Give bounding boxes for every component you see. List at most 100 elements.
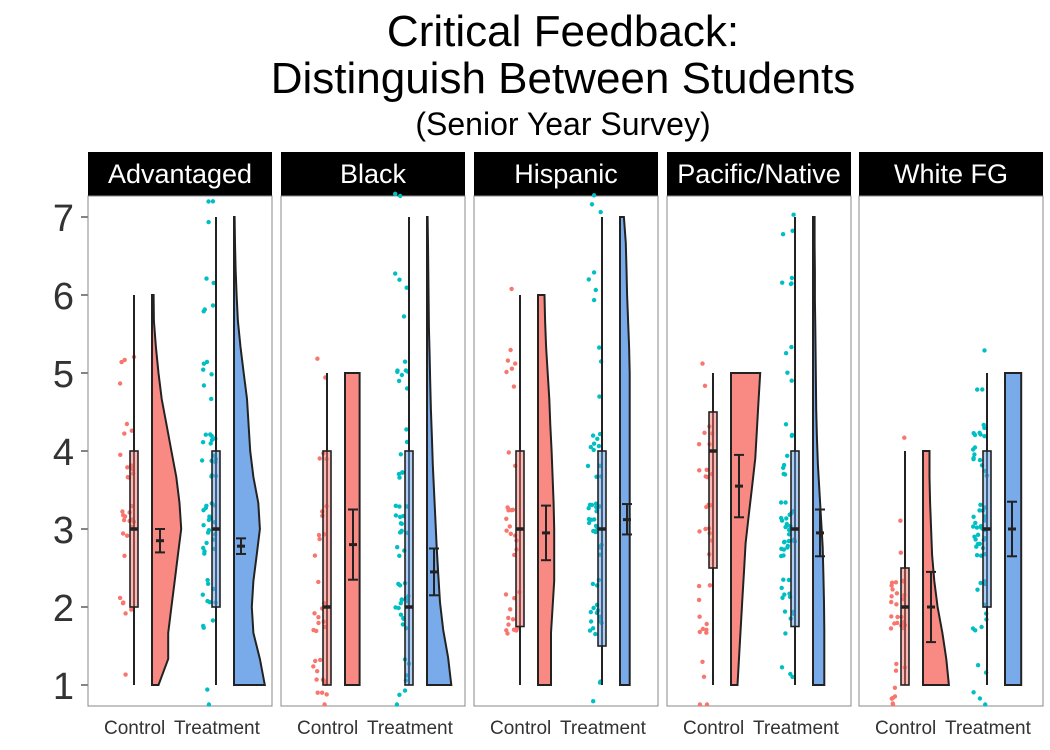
facet-strip-label: Pacific/Native xyxy=(677,159,841,189)
treatment-point xyxy=(586,520,592,526)
control-point xyxy=(315,356,320,361)
facet-strip-label: Advantaged xyxy=(108,159,252,189)
treatment-point xyxy=(393,513,399,518)
x-tick-label-control: Control xyxy=(104,718,165,739)
control-cloud xyxy=(922,450,951,686)
control-point xyxy=(129,607,134,612)
control-point xyxy=(508,531,513,536)
control-point xyxy=(124,421,130,427)
control-point xyxy=(129,428,134,433)
treatment-point xyxy=(971,455,976,461)
treatment-point xyxy=(783,631,788,636)
treatment-point xyxy=(982,425,987,431)
treatment-point xyxy=(982,348,987,353)
treatment-point xyxy=(971,431,976,436)
treatment-point xyxy=(975,587,980,592)
treatment-point xyxy=(779,665,785,670)
x-tick-label-treatment: Treatment xyxy=(945,718,1032,739)
treatment-point xyxy=(393,503,398,508)
treatment-point xyxy=(593,523,599,529)
control-point xyxy=(314,628,319,634)
treatment-point xyxy=(983,702,988,707)
control-point xyxy=(315,669,320,674)
treatment-point xyxy=(780,280,785,285)
control-point xyxy=(890,587,895,592)
control-point xyxy=(890,702,896,707)
treatment-point xyxy=(975,532,981,537)
control-point xyxy=(704,630,709,635)
control-point xyxy=(118,452,123,457)
control-point xyxy=(894,602,899,607)
control-point xyxy=(506,450,511,455)
control-point xyxy=(697,614,702,619)
panel-border xyxy=(666,195,852,707)
control-point xyxy=(889,594,894,599)
control-point xyxy=(704,467,709,472)
treatment-point xyxy=(395,545,400,550)
control-point xyxy=(696,442,702,447)
treatment-point xyxy=(596,443,602,449)
treatment-point xyxy=(206,702,212,707)
treatment-point xyxy=(200,440,206,445)
control-point xyxy=(898,518,903,523)
control-point xyxy=(120,531,126,536)
control-point xyxy=(324,692,329,697)
control-box xyxy=(515,450,525,628)
treatment-point xyxy=(402,688,408,693)
control-point xyxy=(319,690,325,695)
control-point xyxy=(120,509,125,514)
control-point xyxy=(509,366,515,371)
facet-strip-label: White FG xyxy=(894,159,1008,189)
y-tick-label: 6 xyxy=(53,276,74,318)
control-point xyxy=(704,621,709,627)
treatment-point xyxy=(982,434,987,439)
control-point xyxy=(894,591,900,596)
treatment-point xyxy=(590,433,596,438)
treatment-point xyxy=(973,628,978,633)
y-axis: 1 2 3 4 5 6 7 xyxy=(53,198,88,708)
facet-strip xyxy=(667,152,851,196)
y-tick-label: 4 xyxy=(53,432,74,474)
treatment-point xyxy=(789,344,794,350)
treatment-point xyxy=(399,521,404,526)
control-point xyxy=(322,702,327,707)
control-point xyxy=(707,583,713,588)
treatment-point xyxy=(399,372,405,378)
treatment-point xyxy=(971,514,976,519)
treatment-box xyxy=(404,450,414,686)
control-point xyxy=(311,664,316,669)
control-point xyxy=(697,468,702,473)
treatment-point xyxy=(205,577,210,583)
treatment-point xyxy=(206,199,211,204)
treatment-point xyxy=(789,275,795,281)
treatment-point xyxy=(586,277,591,282)
control-point xyxy=(117,381,123,386)
chart-title-line-1: Critical Feedback: xyxy=(387,7,739,56)
control-point xyxy=(702,430,707,435)
control-point xyxy=(508,347,513,353)
control-point xyxy=(888,626,894,631)
treatment-point xyxy=(206,219,211,225)
y-tick-label: 7 xyxy=(53,198,74,240)
treatment-point xyxy=(201,523,206,528)
control-point xyxy=(125,465,130,470)
y-tick-label: 3 xyxy=(53,510,74,552)
control-point xyxy=(889,580,895,585)
facet-panel: White FG Control Treatment xyxy=(858,152,1044,739)
control-box xyxy=(708,411,718,569)
treatment-point xyxy=(781,540,787,545)
control-point xyxy=(509,286,514,292)
control-cloud xyxy=(537,294,556,686)
facet-panel: Black Control Treatment xyxy=(280,152,466,739)
treatment-point xyxy=(972,452,977,457)
treatment-point xyxy=(597,345,602,350)
treatment-point xyxy=(393,191,398,196)
facet-panel: Advantaged Control Treatment xyxy=(87,152,273,739)
control-point xyxy=(703,526,708,532)
control-point xyxy=(122,431,127,436)
treatment-point xyxy=(973,537,978,542)
control-point xyxy=(122,357,127,363)
panel-border xyxy=(280,195,466,707)
treatment-point xyxy=(208,441,213,446)
control-point xyxy=(700,659,705,664)
